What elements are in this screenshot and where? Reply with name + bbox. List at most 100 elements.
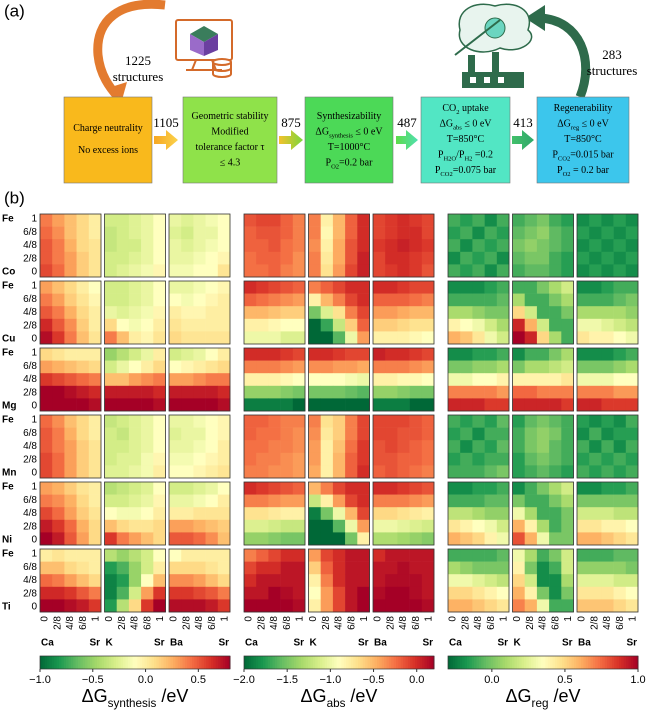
heat-cell bbox=[496, 574, 510, 588]
heat-cell bbox=[292, 482, 306, 495]
heat-cell bbox=[205, 264, 219, 278]
colorbar-swatch bbox=[40, 656, 43, 669]
heat-cell bbox=[320, 549, 334, 562]
heat-cell bbox=[601, 532, 614, 546]
heat-cell bbox=[88, 561, 102, 575]
x-tick-label: 1 bbox=[295, 616, 306, 622]
heat-cell bbox=[373, 398, 386, 412]
panel-frame bbox=[168, 548, 231, 613]
heat-cell bbox=[268, 360, 281, 374]
heat-cell bbox=[496, 599, 510, 613]
heat-cell bbox=[536, 251, 550, 265]
heat-cell bbox=[64, 214, 77, 227]
heat-cell bbox=[292, 331, 306, 345]
heat-cell bbox=[561, 331, 574, 345]
heat-cell bbox=[332, 561, 346, 575]
heat-cell bbox=[40, 415, 53, 428]
heat-cell bbox=[181, 519, 194, 533]
heat-cell bbox=[589, 239, 602, 253]
heat-cell bbox=[613, 293, 627, 307]
colorbar-swatch bbox=[474, 656, 477, 669]
colorbar-swatch bbox=[303, 656, 307, 669]
x-tick-label: 6/8 bbox=[282, 616, 293, 630]
heat-cell bbox=[128, 586, 142, 600]
text-part: =0.2 bar bbox=[339, 158, 373, 169]
colorbar-swatch bbox=[137, 656, 141, 669]
heat-cell bbox=[484, 427, 498, 441]
heat-cell bbox=[280, 532, 294, 546]
heat-cell bbox=[104, 360, 117, 374]
heat-cell bbox=[280, 427, 294, 441]
heat-cell bbox=[397, 519, 410, 533]
colorbar-swatch bbox=[374, 656, 378, 669]
heat-cell bbox=[169, 373, 182, 387]
heat-cell bbox=[52, 507, 65, 521]
heat-cell bbox=[524, 586, 538, 600]
heat-cell bbox=[217, 519, 231, 533]
heat-cell bbox=[193, 561, 206, 575]
heat-cell bbox=[625, 331, 639, 345]
heat-cell bbox=[280, 440, 294, 454]
heat-cell bbox=[76, 549, 90, 562]
colorbar-swatch bbox=[571, 656, 575, 669]
heat-cell bbox=[385, 494, 398, 508]
heat-cell bbox=[385, 427, 398, 441]
heat-cell bbox=[512, 599, 525, 613]
text-part: tolerance factor τ bbox=[196, 142, 265, 153]
heat-cell bbox=[64, 239, 77, 253]
colorbar-swatch bbox=[592, 656, 596, 669]
heat-cell bbox=[613, 599, 627, 613]
heat-cell bbox=[153, 574, 166, 588]
panel-frame bbox=[168, 347, 231, 412]
heat-cell bbox=[524, 561, 538, 575]
heat-cell bbox=[128, 385, 142, 399]
heat-cell bbox=[484, 360, 498, 374]
heat-cell bbox=[256, 331, 269, 345]
heat-cell bbox=[244, 239, 257, 253]
colorbar-swatch bbox=[493, 656, 496, 669]
heat-cell bbox=[625, 574, 639, 588]
heat-cell bbox=[460, 398, 473, 412]
heat-cell bbox=[472, 306, 485, 320]
panel-frame bbox=[447, 414, 510, 479]
heat-cell bbox=[268, 599, 281, 613]
heat-cell bbox=[536, 532, 550, 546]
colorbar-swatch bbox=[75, 656, 79, 669]
step-text: PO2 = 0.2 bar bbox=[557, 165, 610, 178]
heat-cell bbox=[104, 586, 117, 600]
colorbar-swatch bbox=[469, 656, 473, 669]
heat-cell bbox=[40, 586, 53, 600]
heat-cell bbox=[484, 574, 498, 588]
heat-cell bbox=[373, 440, 386, 454]
heat-cell bbox=[244, 281, 257, 294]
heat-cell bbox=[421, 331, 435, 345]
heat-cell bbox=[52, 519, 65, 533]
heat-cell bbox=[40, 599, 53, 613]
heat-cell bbox=[88, 549, 102, 562]
heat-cell bbox=[589, 306, 602, 320]
heat-cell bbox=[104, 239, 117, 253]
colorbar-swatch bbox=[405, 656, 409, 669]
heat-cell bbox=[292, 494, 306, 508]
colorbar-swatch bbox=[277, 656, 281, 669]
colorbar-swatch bbox=[144, 656, 148, 669]
panel-frame bbox=[168, 213, 231, 278]
heat-cell bbox=[472, 264, 485, 278]
heat-cell bbox=[577, 239, 590, 253]
heat-cell bbox=[373, 239, 386, 253]
row-element: Ni bbox=[2, 535, 12, 546]
heat-cell bbox=[153, 532, 166, 546]
heat-cell bbox=[205, 561, 219, 575]
step-text: Synthesizability bbox=[317, 111, 381, 122]
heat-cell bbox=[385, 214, 398, 227]
colorbar-swatch bbox=[270, 656, 273, 669]
heat-cell bbox=[40, 331, 53, 345]
heat-cell bbox=[332, 373, 346, 387]
y-tick-label: 6/8 bbox=[23, 361, 37, 372]
row-element: Fe bbox=[2, 281, 14, 292]
heat-cell bbox=[601, 465, 614, 479]
heat-cell bbox=[52, 306, 65, 320]
heat-cell bbox=[421, 482, 435, 495]
heat-cell bbox=[244, 574, 257, 588]
heat-cell bbox=[244, 415, 257, 428]
